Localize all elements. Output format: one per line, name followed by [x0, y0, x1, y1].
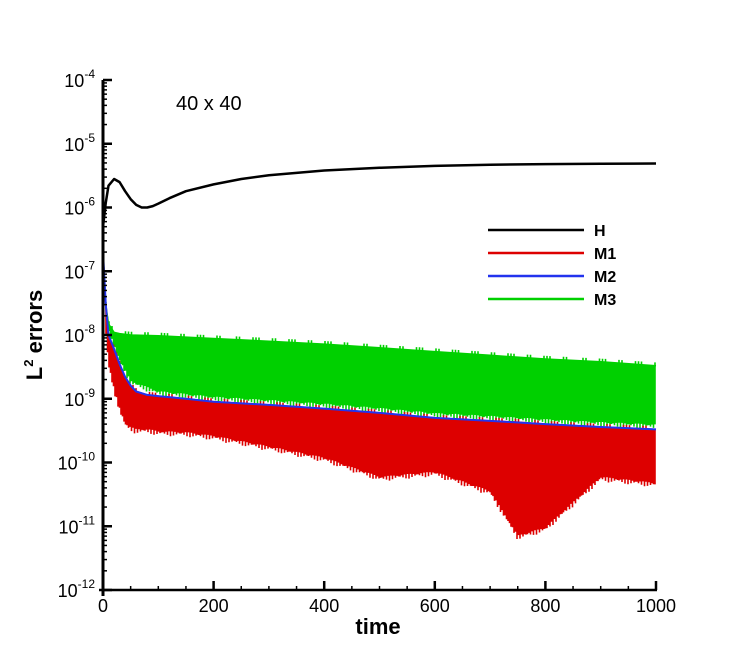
x-tick-label: 400: [309, 596, 339, 616]
series-m2-line: [102, 252, 657, 431]
x-axis-title: time: [355, 614, 400, 639]
axes: 10-12 10-11 10-10 10-9 10-8 10-7 10-6 10-5 10-4 0…: [58, 67, 676, 616]
series-h-line: [101, 162, 657, 227]
y-axis-title-base: L: [22, 367, 47, 380]
y-tick-label: 10-9: [64, 386, 95, 410]
legend-label-m1: M1: [594, 246, 616, 263]
y-tick-label: 10-11: [59, 513, 96, 537]
y-tick-label: 10-6: [64, 195, 95, 219]
x-tick-label: 0: [98, 596, 108, 616]
legend-label-m2: M2: [594, 269, 616, 286]
y-tick-label: 10-10: [58, 450, 96, 474]
series-m3-band: [102, 247, 657, 429]
y-tick-label: 10-4: [64, 67, 95, 91]
y-tick-label: 10-5: [64, 131, 95, 155]
legend-label-h: H: [594, 223, 606, 240]
y-tick-label: 10-12: [58, 577, 96, 601]
legend-label-m3: M3: [594, 292, 616, 309]
y-axis-title-superscript: 2: [21, 360, 36, 367]
y-tick-label: 10-8: [64, 322, 95, 346]
x-tick-label: 800: [530, 596, 560, 616]
y-axis-title: L2 errors: [21, 290, 47, 380]
x-tick-label: 1000: [636, 596, 676, 616]
x-tick-label: 600: [420, 596, 450, 616]
legend: H M1 M2 M3: [488, 223, 616, 309]
y-tick-label: 10-7: [64, 258, 95, 282]
x-tick-label: 200: [199, 596, 229, 616]
plot-area: [101, 162, 657, 539]
grid-size-annotation: 40 x 40: [176, 93, 242, 115]
y-axis-title-rest: errors: [22, 290, 47, 360]
series-m3-upper-envelope: [102, 252, 657, 367]
